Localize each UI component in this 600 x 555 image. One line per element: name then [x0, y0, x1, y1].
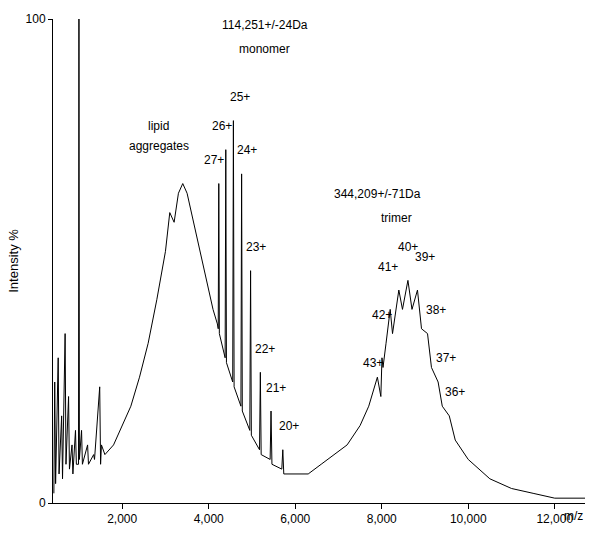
svg-text:43+: 43+	[363, 356, 383, 370]
svg-text:10,000: 10,000	[450, 512, 487, 526]
svg-text:39+: 39+	[415, 250, 435, 264]
svg-text:4,000: 4,000	[194, 512, 224, 526]
svg-text:21+: 21+	[266, 381, 286, 395]
svg-text:344,209+/-71Da: 344,209+/-71Da	[334, 187, 421, 201]
svg-text:lipid: lipid	[148, 119, 169, 133]
svg-text:26+: 26+	[212, 119, 232, 133]
svg-text:37+: 37+	[436, 351, 456, 365]
svg-text:27+: 27+	[204, 153, 224, 167]
svg-text:36+: 36+	[445, 385, 465, 399]
svg-text:monomer: monomer	[239, 42, 290, 56]
svg-text:2,000: 2,000	[107, 512, 137, 526]
svg-text:m/z: m/z	[564, 509, 583, 523]
svg-text:6,000: 6,000	[280, 512, 310, 526]
svg-text:aggregates: aggregates	[129, 139, 189, 153]
svg-text:23+: 23+	[246, 240, 266, 254]
svg-text:0: 0	[39, 496, 46, 510]
svg-text:12,000: 12,000	[536, 512, 573, 526]
svg-text:100: 100	[26, 12, 46, 26]
svg-text:25+: 25+	[230, 90, 250, 104]
svg-text:42+: 42+	[372, 308, 392, 322]
svg-text:Intensity %: Intensity %	[6, 229, 21, 293]
svg-text:22+: 22+	[255, 342, 275, 356]
svg-text:38+: 38+	[426, 303, 446, 317]
svg-text:24+: 24+	[237, 143, 257, 157]
svg-text:trimer: trimer	[381, 211, 412, 225]
svg-text:114,251+/-24Da: 114,251+/-24Da	[222, 18, 308, 32]
svg-text:8,000: 8,000	[367, 512, 397, 526]
svg-text:41+: 41+	[378, 260, 398, 274]
svg-text:40+: 40+	[398, 240, 418, 254]
svg-text:20+: 20+	[279, 419, 299, 433]
